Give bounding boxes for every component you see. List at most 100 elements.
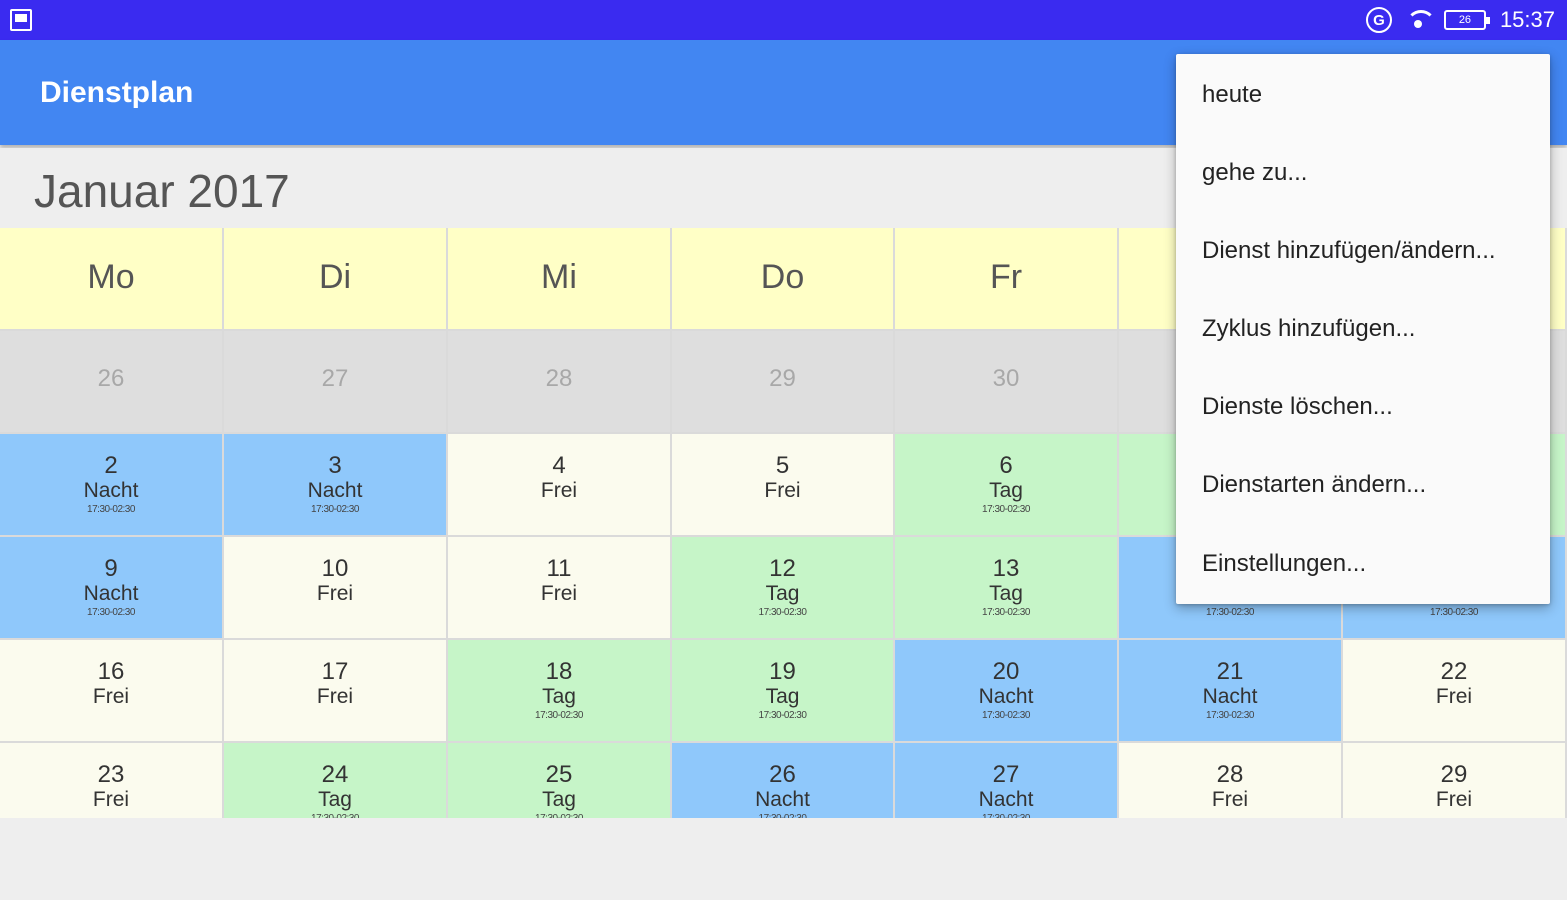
- day-cell[interactable]: 24Tag17:30-02:30: [224, 743, 448, 818]
- day-number: 28: [1216, 761, 1244, 788]
- shift-type: Nacht: [83, 582, 139, 605]
- shift-time: 17:30-02:30: [1430, 607, 1478, 618]
- day-cell[interactable]: 10 Frei: [224, 537, 448, 640]
- menu-item[interactable]: Einstellungen...: [1202, 550, 1367, 577]
- day-cell[interactable]: 2 Nacht 17:30-02:30: [0, 434, 224, 537]
- day-cell[interactable]: 4 Frei: [448, 434, 672, 537]
- overflow-menu: heute gehe zu... Dienst hinzufügen/ändern.…: [1176, 54, 1550, 604]
- day-cell[interactable]: 9 Nacht 17:30-02:30: [0, 537, 224, 640]
- shift-time: 17:30-02:30: [87, 607, 135, 618]
- menu-item[interactable]: Dienst hinzufügen/ändern...: [1202, 237, 1496, 264]
- day-number: 17: [321, 658, 349, 685]
- day-cell[interactable]: 23 Frei: [0, 743, 224, 818]
- prev-month-day[interactable]: 27: [224, 331, 448, 434]
- day-number: 29: [1440, 761, 1468, 788]
- day-cell[interactable]: 29 Frei: [1343, 743, 1567, 818]
- shift-type: Nacht: [978, 788, 1034, 811]
- day-cell[interactable]: 13 Tag 17:30-02:30: [895, 537, 1119, 640]
- menu-item[interactable]: Dienstarten ändern...: [1202, 471, 1427, 498]
- shift-type: Tag: [765, 685, 800, 708]
- day-cell[interactable]: 3 Nacht 17:30-02:30: [224, 434, 448, 537]
- menu-item[interactable]: Zyklus hinzufügen...: [1202, 315, 1416, 342]
- shift-time: 17:30-02:30: [758, 710, 807, 721]
- day-number: 2: [104, 452, 118, 479]
- status-time: 15:37: [1499, 7, 1555, 32]
- day-number: 18: [545, 658, 573, 685]
- day-cell[interactable]: 28 Frei: [1119, 743, 1343, 818]
- battery-icon: 26: [1443, 10, 1490, 30]
- shift-type: Frei: [92, 788, 130, 811]
- day-number: 27: [992, 761, 1020, 788]
- prev-month-day[interactable]: 29: [672, 331, 895, 434]
- day-number: 23: [97, 761, 125, 788]
- day-cell[interactable]: 22 Frei: [1343, 640, 1567, 743]
- shift-time: 17:30-02:30: [311, 504, 359, 515]
- shift-type: Tag: [989, 582, 1023, 605]
- day-cell[interactable]: 16 Frei: [0, 640, 224, 743]
- prev-month-day[interactable]: 30: [895, 331, 1119, 434]
- day-cell[interactable]: 20 Nacht 17:30-02:30: [895, 640, 1119, 743]
- day-number: 25: [545, 761, 573, 788]
- weekday-header: Do: [672, 228, 895, 331]
- day-number: 3: [328, 452, 342, 479]
- shift-time: 17:30-02:30: [982, 607, 1030, 618]
- day-number: 16: [97, 658, 125, 685]
- menu-item[interactable]: gehe zu...: [1202, 159, 1308, 186]
- shift-time: 17:30-02:30: [1206, 607, 1254, 618]
- shift-type: Nacht: [755, 788, 810, 811]
- shift-type: Frei: [1435, 685, 1473, 708]
- weekday-header: Mi: [448, 228, 672, 331]
- shift-time: 17:30-02:30: [224, 812, 446, 818]
- shift-time: 17:30-02:30: [87, 504, 135, 515]
- shift-type: Frei: [316, 685, 354, 708]
- day-cell[interactable]: 21 Nacht 17:30-02:30: [1119, 640, 1343, 743]
- shift-type: Frei: [540, 582, 578, 605]
- g-circle-icon: G: [1365, 7, 1392, 33]
- shift-type: Frei: [92, 685, 130, 708]
- day-number: 22: [1440, 658, 1468, 685]
- month-title: Januar 2017: [34, 165, 290, 217]
- day-cell[interactable]: 17 Frei: [224, 640, 448, 743]
- day-number: 4: [552, 452, 566, 479]
- day-cell[interactable]: 25Tag17:30-02:30: [448, 743, 672, 818]
- weekday-header: Mo: [0, 228, 224, 331]
- day-cell[interactable]: 11 Frei: [448, 537, 672, 640]
- shift-type: Frei: [764, 479, 801, 502]
- weekday-header: Di: [224, 228, 448, 331]
- day-cell[interactable]: 26Nacht17:30-02:30: [672, 743, 895, 818]
- shift-type: Frei: [1435, 788, 1473, 811]
- wifi-icon: [1405, 10, 1436, 30]
- prev-month-day[interactable]: 26: [0, 331, 224, 434]
- menu-item[interactable]: Dienste löschen...: [1202, 393, 1393, 420]
- day-cell[interactable]: 12 Tag 17:30-02:30: [672, 537, 895, 640]
- day-number: 12: [769, 555, 796, 582]
- shift-time: 17:30-02:30: [448, 812, 670, 818]
- day-number: 10: [321, 555, 349, 582]
- shift-type: Tag: [765, 582, 800, 605]
- shift-time: 17:30-02:30: [982, 504, 1030, 515]
- shift-type: Tag: [542, 788, 576, 811]
- day-cell[interactable]: 6 Tag 17:30-02:30: [895, 434, 1119, 537]
- day-number: 19: [769, 658, 796, 685]
- shift-type: Nacht: [978, 685, 1034, 708]
- shift-type: Tag: [542, 685, 576, 708]
- shift-time: 17:30-02:30: [672, 812, 893, 818]
- shift-type: Nacht: [83, 479, 139, 502]
- day-number: 6: [999, 452, 1013, 479]
- shift-type: Frei: [540, 479, 578, 502]
- shift-type: Nacht: [307, 479, 363, 502]
- day-number: 11: [546, 555, 572, 582]
- day-cell[interactable]: 27Nacht17:30-02:30: [895, 743, 1119, 818]
- shift-time: 17:30-02:30: [758, 607, 807, 618]
- day-cell[interactable]: 5 Frei: [672, 434, 895, 537]
- day-cell[interactable]: 18 Tag 17:30-02:30: [448, 640, 672, 743]
- menu-item[interactable]: heute: [1202, 81, 1263, 108]
- shift-type: Frei: [1211, 788, 1249, 811]
- prev-month-day[interactable]: 28: [448, 331, 672, 434]
- day-cell[interactable]: 19 Tag 17:30-02:30: [672, 640, 895, 743]
- day-number: 24: [321, 761, 349, 788]
- day-number: 5: [775, 452, 790, 479]
- app-title: Dienstplan: [40, 76, 194, 109]
- status-icons: G 26 15:37: [1365, 0, 1555, 40]
